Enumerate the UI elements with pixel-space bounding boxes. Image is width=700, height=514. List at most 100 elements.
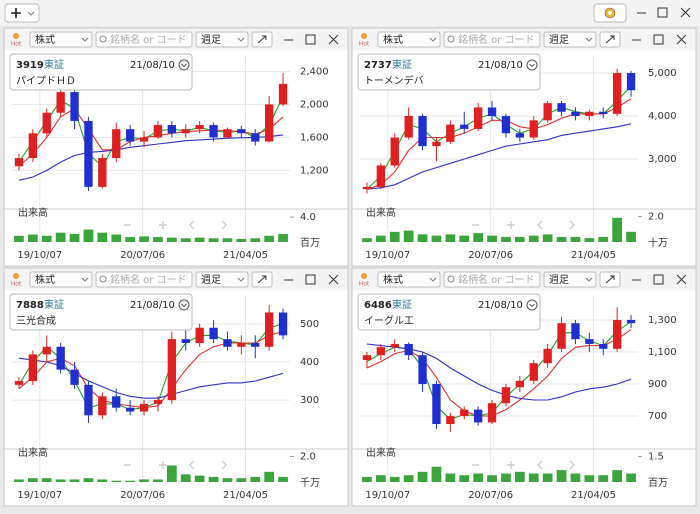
search-placeholder: 銘柄名 or コード: [458, 33, 535, 46]
volume-bar: [445, 234, 456, 242]
volume-bar: [362, 238, 372, 242]
volume-bar: [431, 235, 442, 242]
candle-body: [557, 323, 566, 349]
panel-close[interactable]: [328, 274, 339, 285]
volume-bar: [501, 236, 511, 242]
candle-body: [501, 387, 511, 404]
search-box[interactable]: [443, 31, 541, 48]
volume-bar: [473, 233, 484, 242]
volume-bar: [570, 473, 581, 482]
volume-bar: [487, 475, 497, 482]
candle-body: [139, 137, 149, 142]
market-dropdown[interactable]: [377, 271, 441, 288]
volume-bar: [528, 473, 539, 482]
candle-body: [70, 92, 79, 121]
y-tick-label: 700: [648, 411, 667, 422]
info-toggle[interactable]: [178, 299, 190, 311]
chart-panel: Hot 株式 銘柄名 or コード 週足 19/10/07 20/07/06 21/04/0…: [3, 27, 349, 267]
candle-body: [446, 124, 455, 142]
volume-bar: [264, 471, 275, 482]
y-tick-label: 1,200: [300, 165, 329, 176]
candle-body: [278, 83, 288, 105]
interval-dropdown[interactable]: [195, 31, 249, 48]
interval-dropdown[interactable]: [195, 271, 249, 288]
dropdown-arrow: [429, 277, 437, 282]
x-tick-label: 19/10/07: [17, 490, 62, 501]
search-icon: [99, 275, 107, 283]
candle-body: [529, 363, 538, 381]
candle-body: [139, 403, 149, 412]
candle-body: [264, 312, 274, 347]
market-dropdown[interactable]: [377, 31, 441, 48]
search-box[interactable]: [443, 271, 541, 288]
info-toggle[interactable]: [526, 59, 538, 71]
volume-bar: [556, 236, 567, 242]
candle-body: [557, 103, 566, 112]
maximize-button[interactable]: [657, 7, 668, 18]
candle-body: [125, 129, 135, 142]
candle-body: [56, 346, 65, 370]
volume-bar: [55, 232, 66, 242]
volume-bar: [626, 473, 636, 482]
chart-panel: Hot 株式 銘柄名 or コード 週足 19/10/07 20/07/06 21/04/0…: [351, 27, 697, 267]
search-box[interactable]: [95, 31, 193, 48]
info-toggle-arrow: [529, 303, 535, 308]
info-toggle[interactable]: [526, 299, 538, 311]
volume-bar: [14, 479, 24, 482]
panel-maximize[interactable]: [305, 274, 316, 285]
volume-bar: [125, 480, 136, 482]
candle-body: [515, 133, 525, 138]
candle-body: [487, 403, 497, 423]
volume-bar: [584, 238, 595, 242]
candle-body: [84, 384, 93, 416]
panel-close[interactable]: [328, 34, 339, 45]
info-toggle-arrow: [529, 63, 535, 68]
market-dropdown[interactable]: [29, 31, 93, 48]
candle-body: [404, 343, 413, 356]
interval-dropdown[interactable]: [543, 31, 597, 48]
volume-title: 出来高: [18, 446, 48, 459]
settings-button[interactable]: [593, 3, 627, 23]
volume-bar: [375, 475, 386, 482]
close-button[interactable]: [680, 7, 691, 18]
candle-body: [195, 327, 204, 343]
expand-icon: [605, 275, 615, 284]
panel-close[interactable]: [676, 34, 687, 45]
exchange: 東証: [44, 298, 64, 311]
panel-maximize[interactable]: [653, 34, 664, 45]
volume-bar: [180, 474, 191, 482]
volume-controls[interactable]: [124, 220, 227, 230]
volume-bar: [27, 234, 38, 242]
candle-body: [278, 312, 288, 336]
candle-body: [237, 129, 246, 134]
market-label: 株式: [35, 33, 55, 46]
date: 21/08/10: [130, 60, 175, 71]
interval-dropdown[interactable]: [543, 271, 597, 288]
volume-bar: [542, 234, 553, 242]
panel-maximize[interactable]: [305, 34, 316, 45]
market-label: 株式: [383, 273, 403, 286]
volume-tick-label: 1.5: [648, 452, 664, 463]
panel-maximize[interactable]: [653, 274, 664, 285]
market-dropdown[interactable]: [29, 271, 93, 288]
volume-bar: [626, 231, 636, 242]
candle-body: [599, 111, 608, 114]
search-box[interactable]: [95, 271, 193, 288]
info-box: [357, 293, 541, 331]
x-tick-label: 21/04/05: [571, 250, 616, 261]
volume-bar: [264, 235, 275, 242]
candle-body: [626, 319, 636, 324]
volume-controls[interactable]: [472, 220, 575, 230]
date: 21/08/10: [478, 300, 523, 311]
x-tick-label: 21/04/05: [571, 490, 616, 501]
volume-bar: [528, 235, 539, 242]
candle-body: [376, 165, 386, 187]
volume-controls[interactable]: [124, 460, 227, 470]
volume-controls[interactable]: [472, 460, 575, 470]
x-tick-label: 19/10/07: [365, 490, 410, 501]
info-toggle[interactable]: [178, 59, 190, 71]
panel-close[interactable]: [676, 274, 687, 285]
candle-body: [264, 104, 274, 142]
add-button[interactable]: [4, 3, 40, 23]
